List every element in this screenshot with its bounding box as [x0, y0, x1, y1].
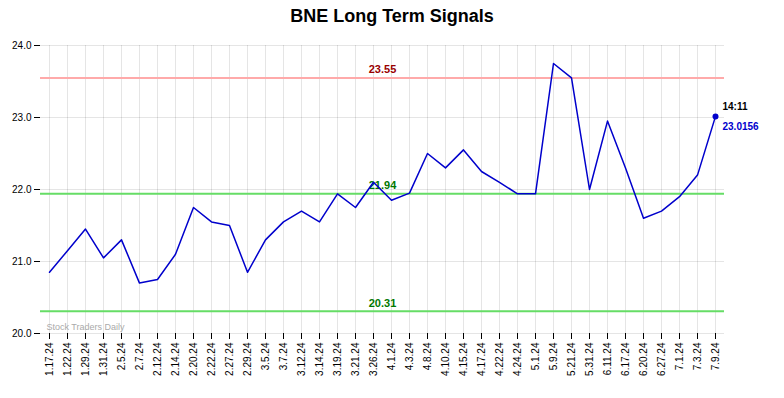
svg-text:23.0: 23.0 [12, 112, 32, 123]
svg-text:1.31.24: 1.31.24 [98, 342, 109, 376]
svg-text:7.1.24: 7.1.24 [674, 342, 685, 370]
svg-text:14:11: 14:11 [723, 101, 748, 112]
svg-text:6.20.24: 6.20.24 [638, 342, 649, 376]
svg-text:24.0: 24.0 [12, 40, 32, 51]
svg-text:4.17.24: 4.17.24 [476, 342, 487, 376]
svg-text:1.29.24: 1.29.24 [80, 342, 91, 376]
svg-text:2.20.24: 2.20.24 [188, 342, 199, 376]
svg-text:22.0: 22.0 [12, 184, 32, 195]
svg-text:5.21.24: 5.21.24 [566, 342, 577, 376]
svg-text:6.17.24: 6.17.24 [620, 342, 631, 376]
svg-text:1.17.24: 1.17.24 [44, 342, 55, 376]
svg-text:4.10.24: 4.10.24 [440, 342, 451, 376]
svg-text:4.3.24: 4.3.24 [404, 342, 415, 370]
svg-text:4.1.24: 4.1.24 [386, 342, 397, 370]
svg-text:3.12.24: 3.12.24 [296, 342, 307, 376]
svg-text:6.27.24: 6.27.24 [656, 342, 667, 376]
svg-text:21.0: 21.0 [12, 256, 32, 267]
svg-text:5.1.24: 5.1.24 [530, 342, 541, 370]
svg-text:2.27.24: 2.27.24 [224, 342, 235, 376]
svg-text:2.12.24: 2.12.24 [152, 342, 163, 376]
svg-text:2.7.24: 2.7.24 [134, 342, 145, 370]
svg-text:3.5.24: 3.5.24 [260, 342, 271, 370]
svg-text:23.0156: 23.0156 [723, 121, 760, 132]
svg-text:20.31: 20.31 [369, 297, 397, 309]
svg-text:4.24.24: 4.24.24 [512, 342, 523, 376]
svg-text:3.14.24: 3.14.24 [314, 342, 325, 376]
svg-text:4.8.24: 4.8.24 [422, 342, 433, 370]
svg-text:3.7.24: 3.7.24 [278, 342, 289, 370]
svg-text:20.0: 20.0 [12, 328, 32, 339]
svg-text:3.21.24: 3.21.24 [350, 342, 361, 376]
svg-text:4.22.24: 4.22.24 [494, 342, 505, 376]
svg-text:1.22.24: 1.22.24 [62, 342, 73, 376]
svg-text:23.55: 23.55 [369, 63, 397, 75]
svg-text:21.94: 21.94 [369, 179, 397, 191]
svg-text:7.3.24: 7.3.24 [692, 342, 703, 370]
svg-text:3.19.24: 3.19.24 [332, 342, 343, 376]
svg-text:6.11.24: 6.11.24 [602, 342, 613, 375]
html-text:BNE Long Term Signals: BNE Long Term Signals [290, 6, 494, 26]
svg-text:5.31.24: 5.31.24 [584, 342, 595, 376]
svg-text:2.29.24: 2.29.24 [242, 342, 253, 376]
svg-text:2.22.24: 2.22.24 [206, 342, 217, 376]
svg-text:7.9.24: 7.9.24 [710, 342, 721, 370]
svg-text:2.5.24: 2.5.24 [116, 342, 127, 370]
svg-text:Stock Traders Daily: Stock Traders Daily [47, 322, 126, 332]
svg-text:3.26.24: 3.26.24 [368, 342, 379, 376]
svg-text:2.14.24: 2.14.24 [170, 342, 181, 376]
svg-text:5.9.24: 5.9.24 [548, 342, 559, 370]
svg-text:4.15.24: 4.15.24 [458, 342, 469, 376]
